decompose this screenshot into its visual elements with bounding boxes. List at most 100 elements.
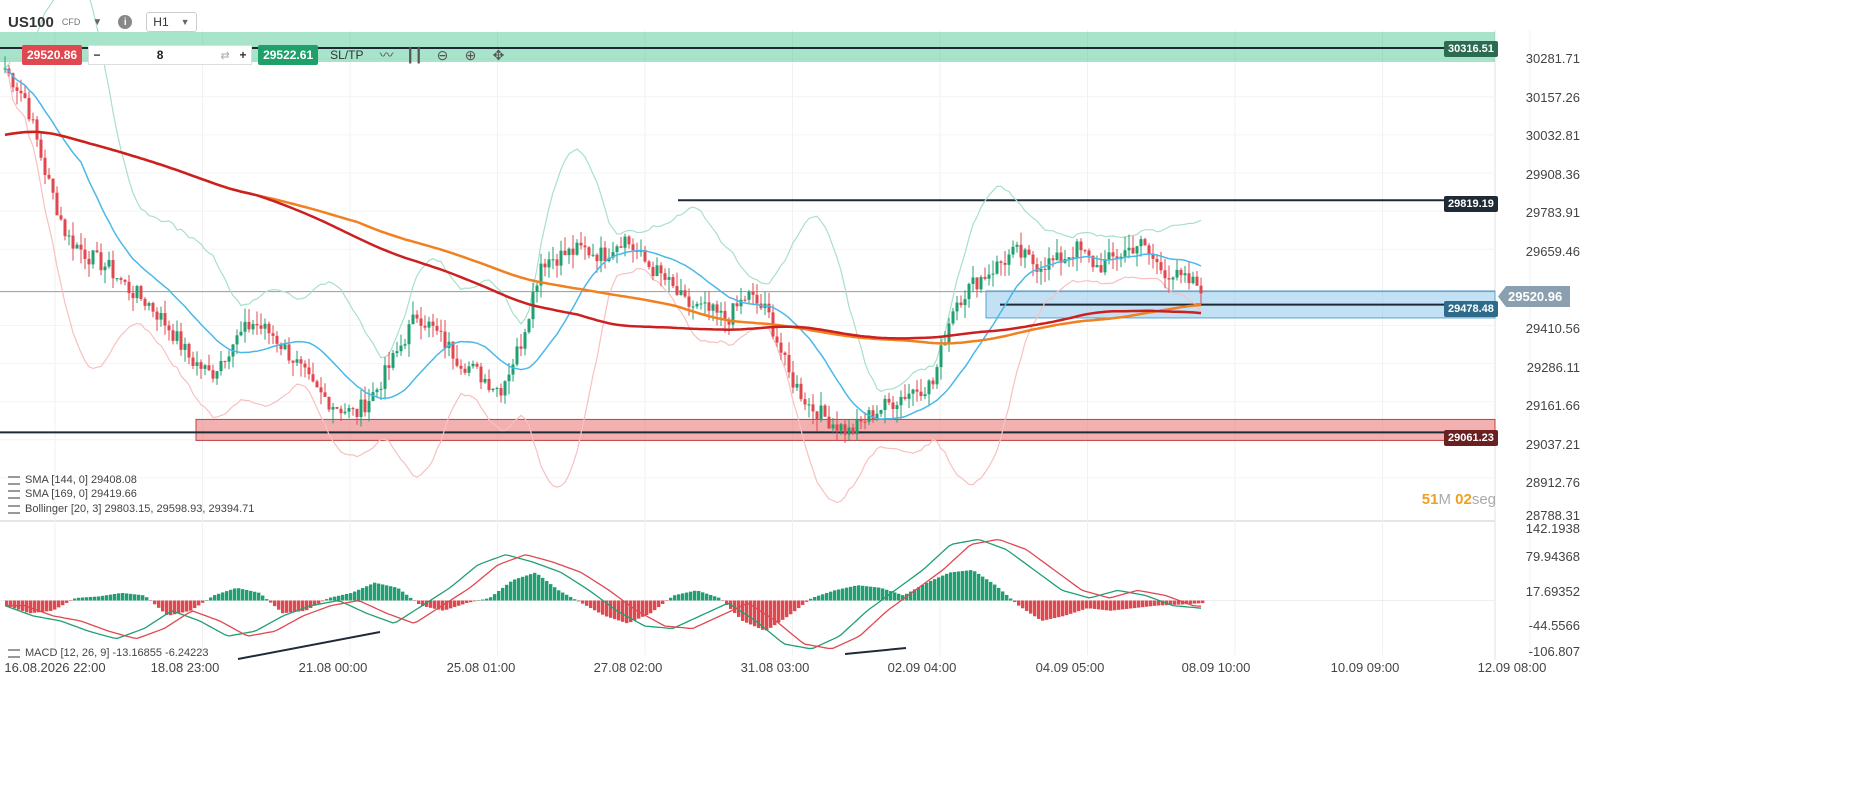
candle-body <box>515 346 519 365</box>
candle-body <box>435 325 439 331</box>
candle-body <box>735 303 739 307</box>
candle-body <box>903 396 907 399</box>
macd-histogram-bar <box>557 590 561 601</box>
legend-sma144[interactable]: SMA [144, 0] 29408.08 <box>8 474 137 486</box>
macd-histogram-bar <box>293 600 297 612</box>
macd-histogram-bar <box>257 592 261 601</box>
settings-icon[interactable] <box>8 475 20 485</box>
time-tick: 25.08 01:00 <box>446 660 516 675</box>
candle-body <box>1023 249 1027 258</box>
symbol-name[interactable]: US100 <box>8 13 54 31</box>
macd-histogram-bar <box>1145 600 1149 607</box>
macd-histogram-bar <box>953 571 957 601</box>
candle-body <box>979 276 983 290</box>
legend-sma169[interactable]: SMA [169, 0] 29419.66 <box>8 488 137 500</box>
candle-body <box>511 364 515 375</box>
decrease-button[interactable]: − <box>93 48 101 62</box>
macd-histogram-bar <box>85 597 89 601</box>
zoom-out-icon[interactable]: ⊖ <box>436 46 449 63</box>
candle-body <box>971 277 975 284</box>
macd-histogram-bar <box>385 585 389 601</box>
candle-body <box>859 419 863 422</box>
candle-body <box>471 363 475 367</box>
bollinger-lower-line <box>4 68 1202 504</box>
candle-body <box>399 345 403 352</box>
macd-histogram-bar <box>1157 600 1161 606</box>
time-tick: 12.09 08:00 <box>1477 660 1547 675</box>
macd-histogram-bar <box>165 600 169 615</box>
macd-histogram-bar <box>945 573 949 601</box>
macd-histogram-bar <box>129 593 133 601</box>
candles-icon[interactable]: ┃┃ <box>406 46 423 63</box>
candle-body <box>1135 246 1139 254</box>
candle-body <box>487 378 491 391</box>
time-tick: 04.09 05:00 <box>1035 660 1105 675</box>
swap-icon[interactable]: ⇄ <box>220 49 230 62</box>
candle-body <box>899 396 903 406</box>
macd-histogram-bar <box>1153 600 1157 606</box>
timeframe-select[interactable]: H1 ▼ <box>146 12 197 32</box>
candle-body <box>1195 276 1199 286</box>
legend-macd[interactable]: MACD [12, 26, 9] -13.16855 -6.24223 <box>8 647 208 659</box>
macd-histogram-bar <box>297 600 301 612</box>
candle-body <box>787 354 791 373</box>
macd-histogram-bar <box>101 595 105 601</box>
macd-histogram-bar <box>13 600 17 609</box>
quantity-input[interactable]: 8 <box>156 48 164 62</box>
sell-price-button[interactable]: 29520.86 <box>22 45 83 65</box>
candle-body <box>1107 252 1111 260</box>
candle-body <box>1171 277 1175 280</box>
candle-body <box>239 331 243 336</box>
move-icon[interactable]: ✥ <box>492 46 505 63</box>
chevron-down-icon[interactable]: ▼ <box>92 16 103 28</box>
macd-histogram-bar <box>785 600 789 618</box>
candle-body <box>851 427 855 435</box>
candle-body <box>479 366 483 383</box>
macd-histogram-bar <box>769 600 773 628</box>
increase-button[interactable]: + <box>239 48 247 62</box>
macd-histogram-bar <box>601 600 605 615</box>
quantity-stepper[interactable]: − 8 ⇄ + <box>88 45 253 65</box>
macd-histogram-bar <box>1085 600 1089 609</box>
macd-histogram-bar <box>1117 600 1121 610</box>
zoom-in-icon[interactable]: ⊕ <box>464 46 477 63</box>
candle-body <box>943 344 947 346</box>
time-tick: 27.08 02:00 <box>593 660 663 675</box>
macd-histogram-bar <box>961 571 965 601</box>
candle-body <box>1027 249 1031 255</box>
macd-histogram-bar <box>269 600 273 603</box>
macd-histogram-bar <box>1129 600 1133 609</box>
macd-histogram-bar <box>909 591 913 601</box>
candle-body <box>855 419 859 435</box>
macd-histogram-bar <box>329 597 333 601</box>
macd-histogram-bar <box>657 600 661 608</box>
candle-body <box>1179 269 1183 276</box>
macd-histogram-bar <box>1057 600 1061 618</box>
macd-histogram-bar <box>989 581 993 601</box>
candle-body <box>119 278 123 280</box>
macd-histogram-bar <box>529 574 533 601</box>
settings-icon[interactable] <box>8 489 20 499</box>
macd-histogram-bar <box>249 590 253 601</box>
price-tick: 29410.56 <box>1525 321 1580 336</box>
macd-histogram-bar <box>377 583 381 601</box>
candle-body <box>79 244 83 250</box>
candle-body <box>811 404 815 412</box>
candle-body <box>571 248 575 255</box>
settings-icon[interactable] <box>8 648 20 658</box>
candle-body <box>495 387 499 389</box>
candle-body <box>739 299 743 307</box>
sma144-line <box>4 130 1202 340</box>
info-icon[interactable]: i <box>118 15 133 29</box>
settings-icon[interactable] <box>8 504 20 514</box>
macd-histogram-bar <box>669 597 673 601</box>
candle-countdown: 51M 02seg <box>1422 491 1496 508</box>
sltp-button[interactable]: SL/TP <box>330 48 364 62</box>
macd-histogram-bar <box>677 594 681 601</box>
line-chart-icon[interactable]: 〰 <box>379 47 394 63</box>
candle-body <box>323 392 327 397</box>
buy-price-button[interactable]: 29522.61 <box>258 45 319 65</box>
macd-histogram-bar <box>233 588 237 601</box>
legend-bollinger[interactable]: Bollinger [20, 3] 29803.15, 29598.93, 29… <box>8 503 254 515</box>
macd-histogram-bar <box>977 573 981 601</box>
